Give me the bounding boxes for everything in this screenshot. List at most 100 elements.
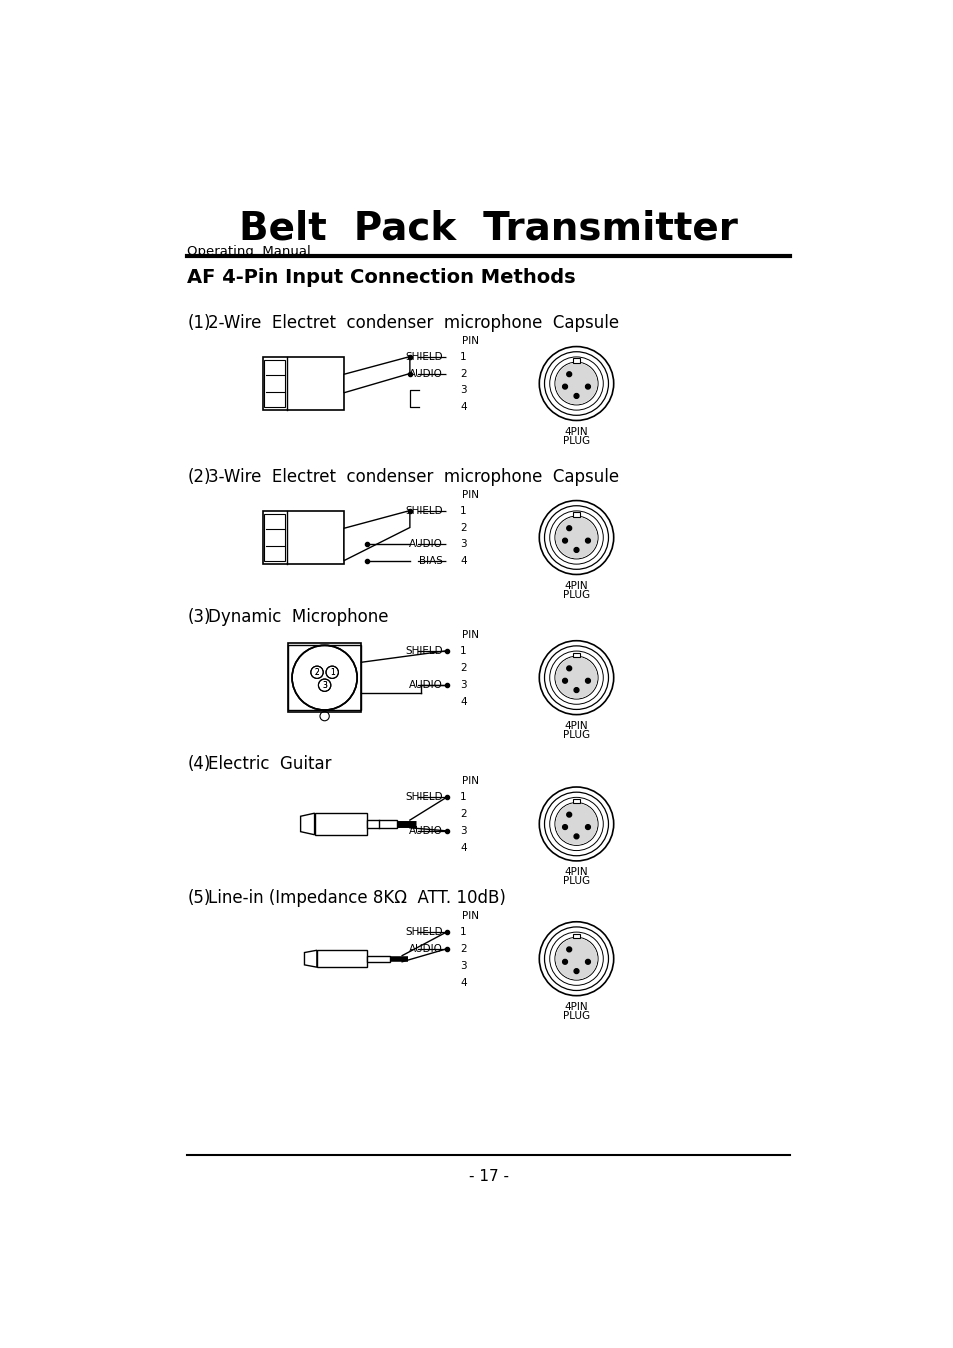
- Circle shape: [447, 960, 457, 971]
- Text: PLUG: PLUG: [562, 590, 590, 600]
- Circle shape: [556, 363, 597, 404]
- Text: BIAS: BIAS: [419, 557, 443, 566]
- Text: 4: 4: [459, 977, 466, 988]
- Text: PLUG: PLUG: [562, 876, 590, 887]
- Text: 2: 2: [459, 663, 466, 673]
- Circle shape: [447, 386, 457, 396]
- Circle shape: [447, 825, 457, 836]
- Text: 1: 1: [459, 793, 466, 802]
- Text: Operating  Manual: Operating Manual: [187, 245, 311, 257]
- Text: 3: 3: [459, 826, 466, 836]
- Bar: [573, 799, 579, 803]
- Text: 1: 1: [459, 927, 466, 937]
- Text: 4PIN: 4PIN: [564, 867, 588, 878]
- Text: 2-Wire  Electret  condenser  microphone  Capsule: 2-Wire Electret condenser microphone Cap…: [208, 314, 618, 332]
- Bar: [264, 360, 285, 407]
- Text: 2: 2: [459, 809, 466, 820]
- Circle shape: [562, 960, 567, 964]
- Text: 2: 2: [459, 944, 466, 953]
- Text: 4PIN: 4PIN: [564, 426, 588, 437]
- Circle shape: [562, 384, 567, 390]
- Text: - 17 -: - 17 -: [469, 1169, 508, 1184]
- Text: 4PIN: 4PIN: [564, 1002, 588, 1012]
- Text: PLUG: PLUG: [562, 731, 590, 740]
- Polygon shape: [304, 950, 316, 967]
- Text: 1: 1: [330, 667, 335, 677]
- Bar: [573, 934, 579, 938]
- Text: SHIELD: SHIELD: [405, 352, 443, 361]
- Text: 4PIN: 4PIN: [564, 581, 588, 590]
- Text: 2: 2: [459, 368, 466, 379]
- Bar: [573, 359, 579, 363]
- Text: 4PIN: 4PIN: [564, 721, 588, 731]
- Bar: [288, 644, 361, 710]
- Circle shape: [585, 678, 590, 683]
- Circle shape: [447, 842, 457, 853]
- Text: SHIELD: SHIELD: [405, 793, 443, 802]
- Text: 4: 4: [459, 697, 466, 706]
- Text: 1: 1: [330, 667, 335, 677]
- Text: Electric  Guitar: Electric Guitar: [208, 755, 332, 772]
- Circle shape: [566, 813, 571, 817]
- Text: 3: 3: [459, 961, 466, 971]
- Bar: [367, 820, 396, 828]
- Circle shape: [566, 372, 571, 376]
- Circle shape: [562, 825, 567, 829]
- Text: SHIELD: SHIELD: [405, 646, 443, 655]
- Circle shape: [585, 538, 590, 543]
- Circle shape: [562, 678, 567, 683]
- Text: PIN: PIN: [461, 489, 478, 500]
- Text: Dynamic  Microphone: Dynamic Microphone: [208, 608, 389, 627]
- Bar: [367, 956, 390, 961]
- Bar: [314, 813, 367, 834]
- Circle shape: [574, 834, 578, 838]
- Circle shape: [556, 803, 597, 844]
- Circle shape: [447, 522, 457, 532]
- Text: Line-in (Impedance 8KΩ  ATT. 10dB): Line-in (Impedance 8KΩ ATT. 10dB): [208, 890, 506, 907]
- Text: PIN: PIN: [461, 911, 478, 921]
- Circle shape: [447, 977, 457, 988]
- Bar: [288, 643, 361, 712]
- Circle shape: [556, 938, 597, 979]
- Text: PLUG: PLUG: [562, 435, 590, 446]
- Text: Belt  Pack  Transmitter: Belt Pack Transmitter: [239, 209, 738, 248]
- Text: AUDIO: AUDIO: [409, 368, 443, 379]
- Bar: [573, 652, 579, 656]
- Circle shape: [447, 791, 457, 802]
- Text: AUDIO: AUDIO: [409, 539, 443, 550]
- Text: 1: 1: [459, 506, 466, 515]
- Text: AF 4-Pin Input Connection Methods: AF 4-Pin Input Connection Methods: [187, 268, 576, 287]
- Text: 3: 3: [322, 681, 327, 690]
- Text: AUDIO: AUDIO: [409, 826, 443, 836]
- Text: (3): (3): [187, 608, 211, 627]
- Circle shape: [447, 402, 457, 412]
- Text: AUDIO: AUDIO: [409, 944, 443, 953]
- Circle shape: [585, 825, 590, 829]
- Circle shape: [556, 518, 597, 558]
- Text: PLUG: PLUG: [562, 1011, 590, 1020]
- Bar: [262, 357, 344, 410]
- Circle shape: [447, 809, 457, 820]
- Polygon shape: [344, 357, 410, 392]
- Circle shape: [585, 384, 590, 390]
- Text: 4: 4: [459, 842, 466, 853]
- Circle shape: [447, 352, 457, 363]
- Text: (2): (2): [187, 468, 211, 487]
- Text: AUDIO: AUDIO: [409, 679, 443, 690]
- Text: SHIELD: SHIELD: [405, 927, 443, 937]
- Circle shape: [447, 662, 457, 673]
- Circle shape: [447, 368, 457, 379]
- Text: (1): (1): [187, 314, 211, 332]
- Bar: [262, 511, 344, 563]
- Circle shape: [447, 506, 457, 516]
- Circle shape: [574, 547, 578, 553]
- Circle shape: [566, 526, 571, 531]
- Circle shape: [447, 646, 457, 656]
- Circle shape: [574, 394, 578, 399]
- Text: SHIELD: SHIELD: [405, 506, 443, 515]
- Text: 2: 2: [314, 667, 319, 677]
- Text: PIN: PIN: [461, 630, 478, 640]
- Text: 3: 3: [459, 679, 466, 690]
- Text: 1: 1: [459, 352, 466, 361]
- Text: 4: 4: [459, 557, 466, 566]
